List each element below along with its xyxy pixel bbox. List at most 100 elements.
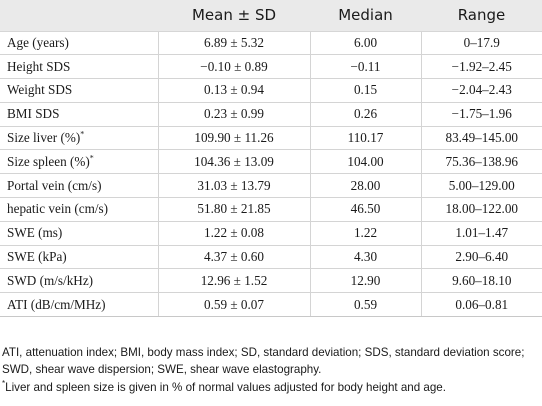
cell-variable: Size spleen (%)* — [0, 149, 159, 175]
cell-median: 110.17 — [310, 126, 422, 151]
cell-median: 28.00 — [310, 173, 422, 199]
cell-variable-text: ATI (dB/cm/MHz) — [7, 296, 106, 312]
table-row: Size liver (%)* 109.90 ± 11.26 110.17 83.49… — [0, 126, 542, 151]
cell-median: 12.90 — [310, 268, 422, 294]
header-row: Mean ± SD Median Range — [0, 0, 542, 32]
cell-median-text: −0.11 — [350, 58, 381, 74]
cell-range-text: 1.01–1.47 — [455, 225, 509, 241]
cell-mean-sd: 104.36 ± 13.09 — [158, 149, 311, 175]
cell-range-text: 2.90–6.40 — [455, 249, 509, 265]
cell-range: 5.00–129.00 — [421, 173, 542, 199]
cell-variable-text: SWE (ms) — [7, 225, 63, 241]
cell-mean-sd: 0.59 ± 0.07 — [158, 292, 311, 318]
cell-median-text: 110.17 — [347, 130, 384, 146]
cell-variable: Height SDS — [0, 54, 159, 80]
cell-median-text: 0.26 — [353, 106, 378, 122]
cell-median: 46.50 — [310, 197, 422, 222]
results-table-container: Mean ± SD Median Range Age (years) 6.89 ±… — [0, 0, 542, 318]
cell-mean-sd: 4.37 ± 0.60 — [158, 245, 311, 270]
cell-range: 1.01–1.47 — [421, 221, 542, 246]
size-note-text: Liver and spleen size is given in % of n… — [5, 381, 446, 394]
cell-variable: Size liver (%)* — [0, 126, 159, 151]
cell-median: 4.30 — [310, 245, 422, 270]
cell-median: −0.11 — [310, 54, 422, 80]
cell-range: −1.75–1.96 — [421, 102, 542, 127]
table-header: Mean ± SD Median Range — [0, 0, 542, 32]
cell-variable-text: SWE (kPa) — [7, 249, 67, 265]
cell-range: 75.36–138.96 — [421, 149, 542, 175]
cell-mean-sd: −0.10 ± 0.89 — [158, 54, 311, 80]
cell-variable-text: Height SDS — [7, 58, 71, 74]
cell-variable-text: Size spleen (%) — [7, 153, 90, 169]
cell-mean-sd: 31.03 ± 13.79 — [158, 173, 311, 199]
cell-mean-sd-text: 0.59 ± 0.07 — [204, 296, 264, 312]
table-row: SWD (m/s/kHz) 12.96 ± 1.52 12.90 9.60–18.10 — [0, 268, 542, 294]
cell-variable: Age (years) — [0, 31, 159, 56]
cell-variable: SWE (kPa) — [0, 245, 159, 270]
cell-range-text: 18.00–122.00 — [445, 201, 519, 217]
table-row: ATI (dB/cm/MHz) 0.59 ± 0.07 0.59 0.06–0.81 — [0, 292, 542, 318]
cell-range-text: 9.60–18.10 — [452, 272, 512, 288]
cell-range: 2.90–6.40 — [421, 245, 542, 270]
cell-median-text: 0.59 — [353, 296, 378, 312]
cell-mean-sd-text: 1.22 ± 0.08 — [204, 225, 264, 241]
cell-mean-sd-text: 0.23 ± 0.99 — [204, 106, 264, 122]
cell-mean-sd: 12.96 ± 1.52 — [158, 268, 311, 294]
size-note: *Liver and spleen size is given in % of … — [2, 380, 540, 397]
cell-median-text: 0.15 — [353, 82, 378, 98]
cell-variable: BMI SDS — [0, 102, 159, 127]
footnote-marker: * — [80, 129, 85, 139]
cell-range-text: 0.06–0.81 — [455, 296, 509, 312]
cell-median-text: 46.50 — [350, 201, 381, 217]
cell-range: 0.06–0.81 — [421, 292, 542, 318]
cell-variable: hepatic vein (cm/s) — [0, 197, 159, 222]
cell-variable: Portal vein (cm/s) — [0, 173, 159, 199]
cell-mean-sd: 51.80 ± 21.85 — [158, 197, 311, 222]
cell-range: −2.04–2.43 — [421, 78, 542, 103]
table-row: Age (years) 6.89 ± 5.32 6.00 0–17.9 — [0, 31, 542, 56]
header-range: Range — [421, 0, 542, 32]
cell-range-text: 83.49–145.00 — [445, 130, 519, 146]
table-footnotes: ATI, attenuation index; BMI, body mass i… — [2, 345, 540, 397]
table-row: Size spleen (%)* 104.36 ± 13.09 104.00 75.3… — [0, 149, 542, 175]
cell-mean-sd-text: 109.90 ± 11.26 — [194, 130, 274, 146]
cell-mean-sd-text: −0.10 ± 0.89 — [200, 58, 268, 74]
cell-variable-text: Weight SDS — [7, 82, 73, 98]
table-body: Age (years) 6.89 ± 5.32 6.00 0–17.9 Height S… — [0, 31, 542, 318]
cell-mean-sd: 109.90 ± 11.26 — [158, 126, 311, 151]
cell-median: 6.00 — [310, 31, 422, 56]
results-table: Mean ± SD Median Range Age (years) 6.89 ±… — [0, 0, 542, 318]
cell-mean-sd-text: 4.37 ± 0.60 — [204, 249, 264, 265]
cell-mean-sd-text: 31.03 ± 13.79 — [197, 177, 271, 193]
cell-range-text: −1.75–1.96 — [451, 106, 512, 122]
cell-variable-text: Portal vein (cm/s) — [7, 177, 102, 193]
cell-range: 18.00–122.00 — [421, 197, 542, 222]
cell-range-text: 75.36–138.96 — [445, 153, 519, 169]
cell-median: 0.26 — [310, 102, 422, 127]
cell-range-text: −1.92–2.45 — [451, 58, 512, 74]
cell-mean-sd-text: 0.13 ± 0.94 — [204, 82, 264, 98]
cell-variable-text: SWD (m/s/kHz) — [7, 272, 94, 288]
cell-variable-text: hepatic vein (cm/s) — [7, 201, 109, 217]
cell-range-text: 5.00–129.00 — [448, 177, 515, 193]
cell-mean-sd-text: 12.96 ± 1.52 — [200, 272, 268, 288]
header-median: Median — [310, 0, 421, 32]
cell-median-text: 6.00 — [353, 34, 378, 50]
footnote-marker: * — [2, 379, 6, 389]
cell-median: 1.22 — [310, 221, 422, 246]
footnote-marker: * — [89, 153, 94, 163]
table-row: hepatic vein (cm/s) 51.80 ± 21.85 46.50 18.… — [0, 197, 542, 222]
cell-median: 0.59 — [310, 292, 422, 318]
header-mean-sd: Mean ± SD — [158, 0, 310, 32]
cell-median-text: 12.90 — [350, 272, 381, 288]
cell-median-text: 104.00 — [347, 153, 384, 169]
table-row: SWE (kPa) 4.37 ± 0.60 4.30 2.90–6.40 — [0, 245, 542, 270]
cell-mean-sd: 6.89 ± 5.32 — [158, 31, 311, 56]
cell-mean-sd-text: 6.89 ± 5.32 — [204, 34, 264, 50]
cell-variable: Weight SDS — [0, 78, 159, 103]
header-blank — [0, 0, 158, 32]
cell-range-text: −2.04–2.43 — [451, 82, 512, 98]
table-row: BMI SDS 0.23 ± 0.99 0.26 −1.75–1.96 — [0, 102, 542, 127]
cell-variable: ATI (dB/cm/MHz) — [0, 292, 159, 318]
cell-variable-text: BMI SDS — [7, 106, 60, 122]
